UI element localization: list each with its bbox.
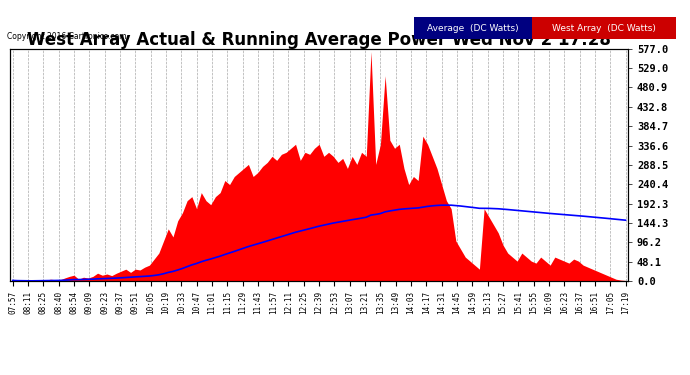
Text: Copyright 2016 Cartronics.com: Copyright 2016 Cartronics.com — [7, 32, 126, 41]
FancyBboxPatch shape — [414, 17, 532, 39]
FancyBboxPatch shape — [532, 17, 676, 39]
Text: Average  (DC Watts): Average (DC Watts) — [427, 24, 519, 33]
Text: West Array  (DC Watts): West Array (DC Watts) — [552, 24, 656, 33]
Title: West Array Actual & Running Average Power Wed Nov 2 17:28: West Array Actual & Running Average Powe… — [27, 31, 611, 49]
